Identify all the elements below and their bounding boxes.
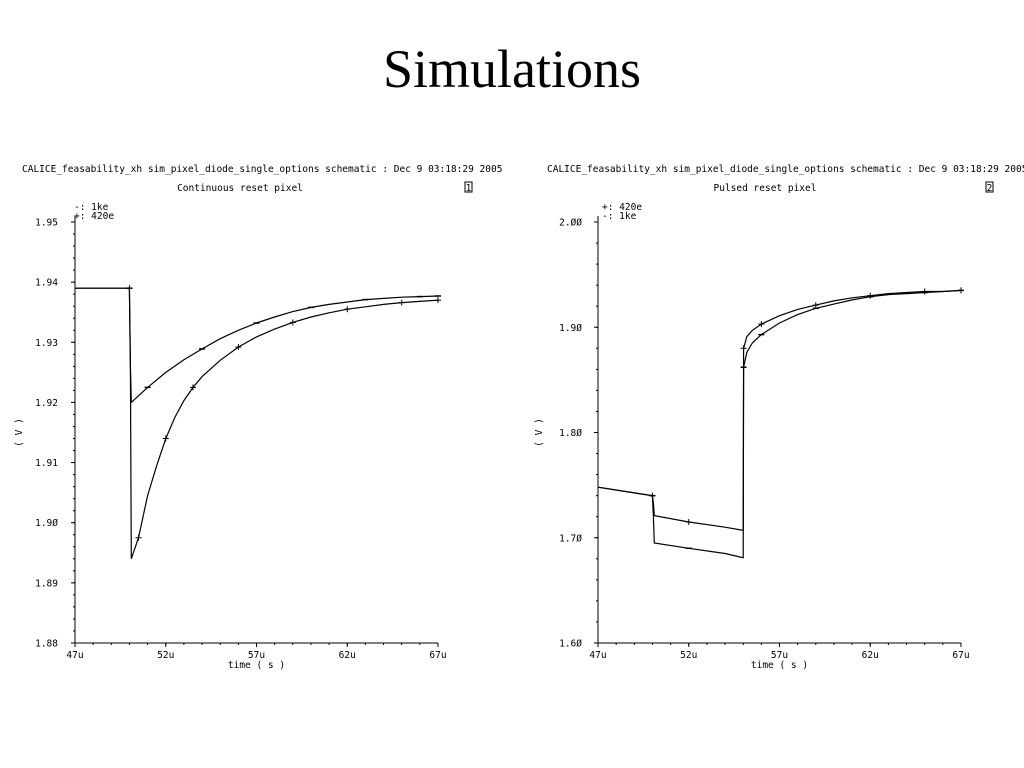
panel-number: 1 [466,183,472,194]
pulsed-reset-plot: CALICE_feasability_xh sim_pixel_diode_si… [534,164,1024,671]
y-tick-label: 1.9Ø [35,518,58,529]
plot-header: CALICE_feasability_xh sim_pixel_diode_si… [22,164,502,175]
x-tick-label: 67u [952,650,969,661]
y-tick-label: 1.94 [35,278,58,289]
x-axis-label: time ( s ) [228,660,285,671]
x-tick-label: 57u [771,650,788,661]
y-axis-label: ( V ) [14,418,25,447]
y-tick-label: 1.88 [35,639,58,650]
x-tick-label: 47u [589,650,606,661]
series-420e [597,287,964,532]
series-line-1ke [597,289,962,559]
panel-number: 2 [987,183,993,194]
y-tick-label: 1.6Ø [559,639,582,650]
panel-number-box [985,181,994,193]
y-tick-label: 1.91 [35,458,58,469]
series-line-420e [597,289,962,532]
x-axis-label: time ( s ) [751,660,808,671]
y-tick-label: 1.89 [35,578,58,589]
x-tick-label: 62u [339,650,356,661]
y-tick-label: 1.95 [35,218,58,229]
legend-entry: +: 420e [74,211,114,222]
x-tick-label: 47u [66,650,83,661]
slide-title: Simulations [382,39,642,99]
legend-entry: -: 1ke [602,211,637,222]
y-tick-label: 2.ØØ [559,218,582,229]
series-line-420e [75,287,439,559]
y-tick-label: 1.92 [35,398,58,409]
x-tick-label: 57u [248,650,265,661]
y-axis-label: ( V ) [534,418,545,447]
y-tick-label: 1.7Ø [559,533,582,544]
series-1ke [597,289,964,559]
legend-entry: +: 420e [602,202,642,213]
continuous-reset-plot: CALICE_feasability_xh sim_pixel_diode_si… [14,164,502,671]
series-1ke [75,287,441,404]
chart-title: Continuous reset pixel [177,183,303,194]
x-tick-label: 52u [157,650,174,661]
y-tick-label: 1.93 [35,338,58,349]
panel-number-box [464,181,473,193]
x-tick-label: 52u [680,650,697,661]
y-tick-label: 1.9Ø [559,323,582,334]
legend-entry: -: 1ke [74,202,109,213]
plot-header: CALICE_feasability_xh sim_pixel_diode_si… [547,164,1024,175]
x-tick-label: 67u [429,650,446,661]
y-tick-label: 1.8Ø [559,428,582,439]
x-tick-label: 62u [862,650,879,661]
chart-title: Pulsed reset pixel [714,183,817,194]
series-420e [75,285,441,559]
